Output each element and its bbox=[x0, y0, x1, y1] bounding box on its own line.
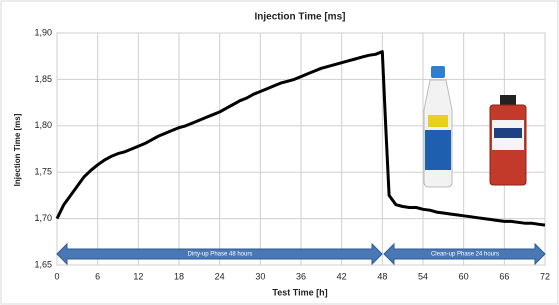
y-tick-label: 1,75 bbox=[34, 167, 52, 177]
chart-title: Injection Time [ms] bbox=[255, 12, 346, 23]
chart: Injection Time [ms] Test Time [h] Inject… bbox=[0, 0, 559, 305]
x-tick-label: 18 bbox=[174, 271, 184, 281]
y-tick-label: 1,70 bbox=[34, 213, 52, 223]
annotation: Dirty-up Phase 48 hours bbox=[188, 252, 253, 258]
x-tick-label: 60 bbox=[459, 271, 469, 281]
annotation: Clean-up Phase 24 hours bbox=[431, 252, 499, 258]
x-tick-label: 72 bbox=[540, 271, 550, 281]
x-tick-label: 12 bbox=[133, 271, 143, 281]
y-axis-label: Injection Time [ms] bbox=[13, 113, 22, 186]
x-tick-label: 48 bbox=[377, 271, 387, 281]
x-axis-label: Test Time [h] bbox=[272, 287, 327, 297]
x-tick-label: 36 bbox=[296, 271, 306, 281]
x-tick-label: 54 bbox=[418, 271, 428, 281]
y-tick-label: 1,65 bbox=[34, 259, 52, 269]
y-tick-label: 1,90 bbox=[34, 27, 52, 37]
x-tick-label: 24 bbox=[215, 271, 225, 281]
x-tick-label: 30 bbox=[255, 271, 265, 281]
y-tick-label: 1,80 bbox=[34, 120, 52, 130]
product-can bbox=[490, 95, 526, 185]
x-tick-label: 6 bbox=[95, 271, 100, 281]
x-tick-label: 42 bbox=[337, 271, 347, 281]
x-tick-label: 66 bbox=[499, 271, 509, 281]
x-tick-label: 0 bbox=[54, 271, 59, 281]
y-tick-label: 1,85 bbox=[34, 74, 52, 84]
